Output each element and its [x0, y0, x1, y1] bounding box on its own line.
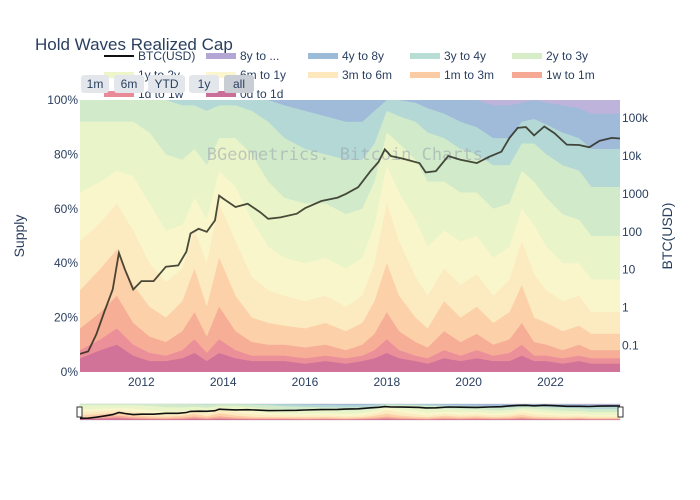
range-slider-left-handle[interactable] — [76, 406, 83, 418]
legend-swatch — [206, 91, 236, 97]
legend-label: 4y to 8y — [342, 49, 384, 63]
legend-item-3y-to-4y[interactable]: 3y to 4y — [410, 49, 486, 63]
y2-axis-title: BTC(USD) — [659, 203, 675, 270]
y2-tick-label: 10k — [622, 149, 642, 163]
legend-item-1m-to-3m[interactable]: 1m to 3m — [410, 68, 494, 82]
x-axis: 2012 2014 2016 2018 2020 2022 — [128, 375, 564, 389]
slider-area-0d-to-1d — [80, 418, 620, 420]
range-button-bg — [114, 75, 144, 93]
range-button-1y[interactable]: 1y — [189, 75, 219, 93]
legend-item-3m-to-6m[interactable]: 3m to 6m — [308, 68, 392, 82]
y2-tick-label: 0.1 — [622, 339, 639, 353]
legend-item-4y-to-8y[interactable]: 4y to 8y — [308, 49, 384, 63]
range-button-label: 1y — [198, 77, 211, 91]
chart-title: Hold Waves Realized Cap — [35, 35, 233, 54]
legend-item-2y-to-3y[interactable]: 2y to 3y — [512, 49, 588, 63]
slider-btc-price-path — [80, 404, 620, 420]
y-tick-label: 100% — [47, 93, 78, 107]
legend-item-btc-usd[interactable]: BTC(USD) — [104, 49, 195, 63]
range-button-bg — [189, 75, 219, 93]
x-tick-label: 2020 — [455, 375, 482, 389]
x-tick-label: 2022 — [537, 375, 564, 389]
y-axis-title: Supply — [11, 215, 27, 258]
legend-item-8y-to[interactable]: 8y to ... — [206, 49, 279, 63]
legend-swatch — [206, 53, 236, 59]
y-axis-right: 0.1 1 10 100 1000 10k 100k — [622, 111, 649, 352]
legend-label: 1m to 3m — [444, 68, 494, 82]
range-button-bg — [81, 75, 109, 93]
x-tick-label: 2012 — [128, 375, 155, 389]
btc-price-path — [80, 125, 620, 355]
legend-label: 8y to ... — [240, 49, 279, 63]
y2-tick-label: 1000 — [622, 187, 649, 201]
y2-tick-label: 100 — [622, 225, 642, 239]
legend-swatch — [410, 53, 440, 59]
range-button-label: 6m — [121, 77, 138, 91]
legend-label: 3m to 6m — [342, 68, 392, 82]
y2-tick-label: 100k — [622, 111, 649, 125]
range-button-label: YTD — [155, 77, 179, 91]
legend-swatch — [512, 72, 542, 78]
x-tick-label: 2018 — [373, 375, 400, 389]
range-button-all[interactable]: all — [224, 75, 254, 93]
range-slider[interactable] — [76, 403, 624, 421]
legend-label: 3y to 4y — [444, 49, 486, 63]
y2-tick-label: 10 — [622, 263, 636, 277]
x-tick-label: 2016 — [292, 375, 319, 389]
legend-swatch — [308, 53, 338, 59]
btc-price-line — [80, 125, 620, 355]
range-button-bg — [224, 75, 254, 93]
range-slider-right-handle[interactable] — [617, 406, 624, 418]
watermark: BGeometrics. Bitcoin Charts. — [207, 145, 494, 165]
legend-swatch — [512, 53, 542, 59]
legend-swatch — [104, 91, 134, 97]
legend-label: 1w to 1m — [546, 68, 595, 82]
range-slider-preview — [80, 404, 620, 420]
range-button-label: 1m — [87, 77, 104, 91]
y-tick-label: 60% — [54, 202, 78, 216]
y-tick-label: 80% — [54, 147, 78, 161]
legend-swatch — [410, 72, 440, 78]
legend-label: BTC(USD) — [138, 49, 195, 63]
y-tick-label: 20% — [54, 311, 78, 325]
legend-swatch — [308, 72, 338, 78]
x-tick-label: 2014 — [210, 375, 237, 389]
range-button-ytd[interactable]: YTD — [148, 75, 185, 93]
range-button-bg — [148, 75, 185, 93]
range-selector: 1m 6m YTD 1y all — [81, 75, 254, 93]
range-button-1m[interactable]: 1m — [81, 75, 109, 93]
y2-tick-label: 1 — [622, 301, 629, 315]
range-button-6m[interactable]: 6m — [114, 75, 144, 93]
y-axis-left: 0% 20% 40% 60% 80% 100% — [47, 93, 78, 379]
supply-areas — [80, 100, 620, 372]
legend-label: 2y to 3y — [546, 49, 588, 63]
legend-item-1w-to-1m[interactable]: 1w to 1m — [512, 68, 595, 82]
range-button-label: all — [233, 77, 245, 91]
area-0d-to-1d — [80, 344, 620, 372]
y-tick-label: 0% — [61, 365, 79, 379]
y-tick-label: 40% — [54, 256, 78, 270]
legend-swatch — [206, 72, 236, 78]
